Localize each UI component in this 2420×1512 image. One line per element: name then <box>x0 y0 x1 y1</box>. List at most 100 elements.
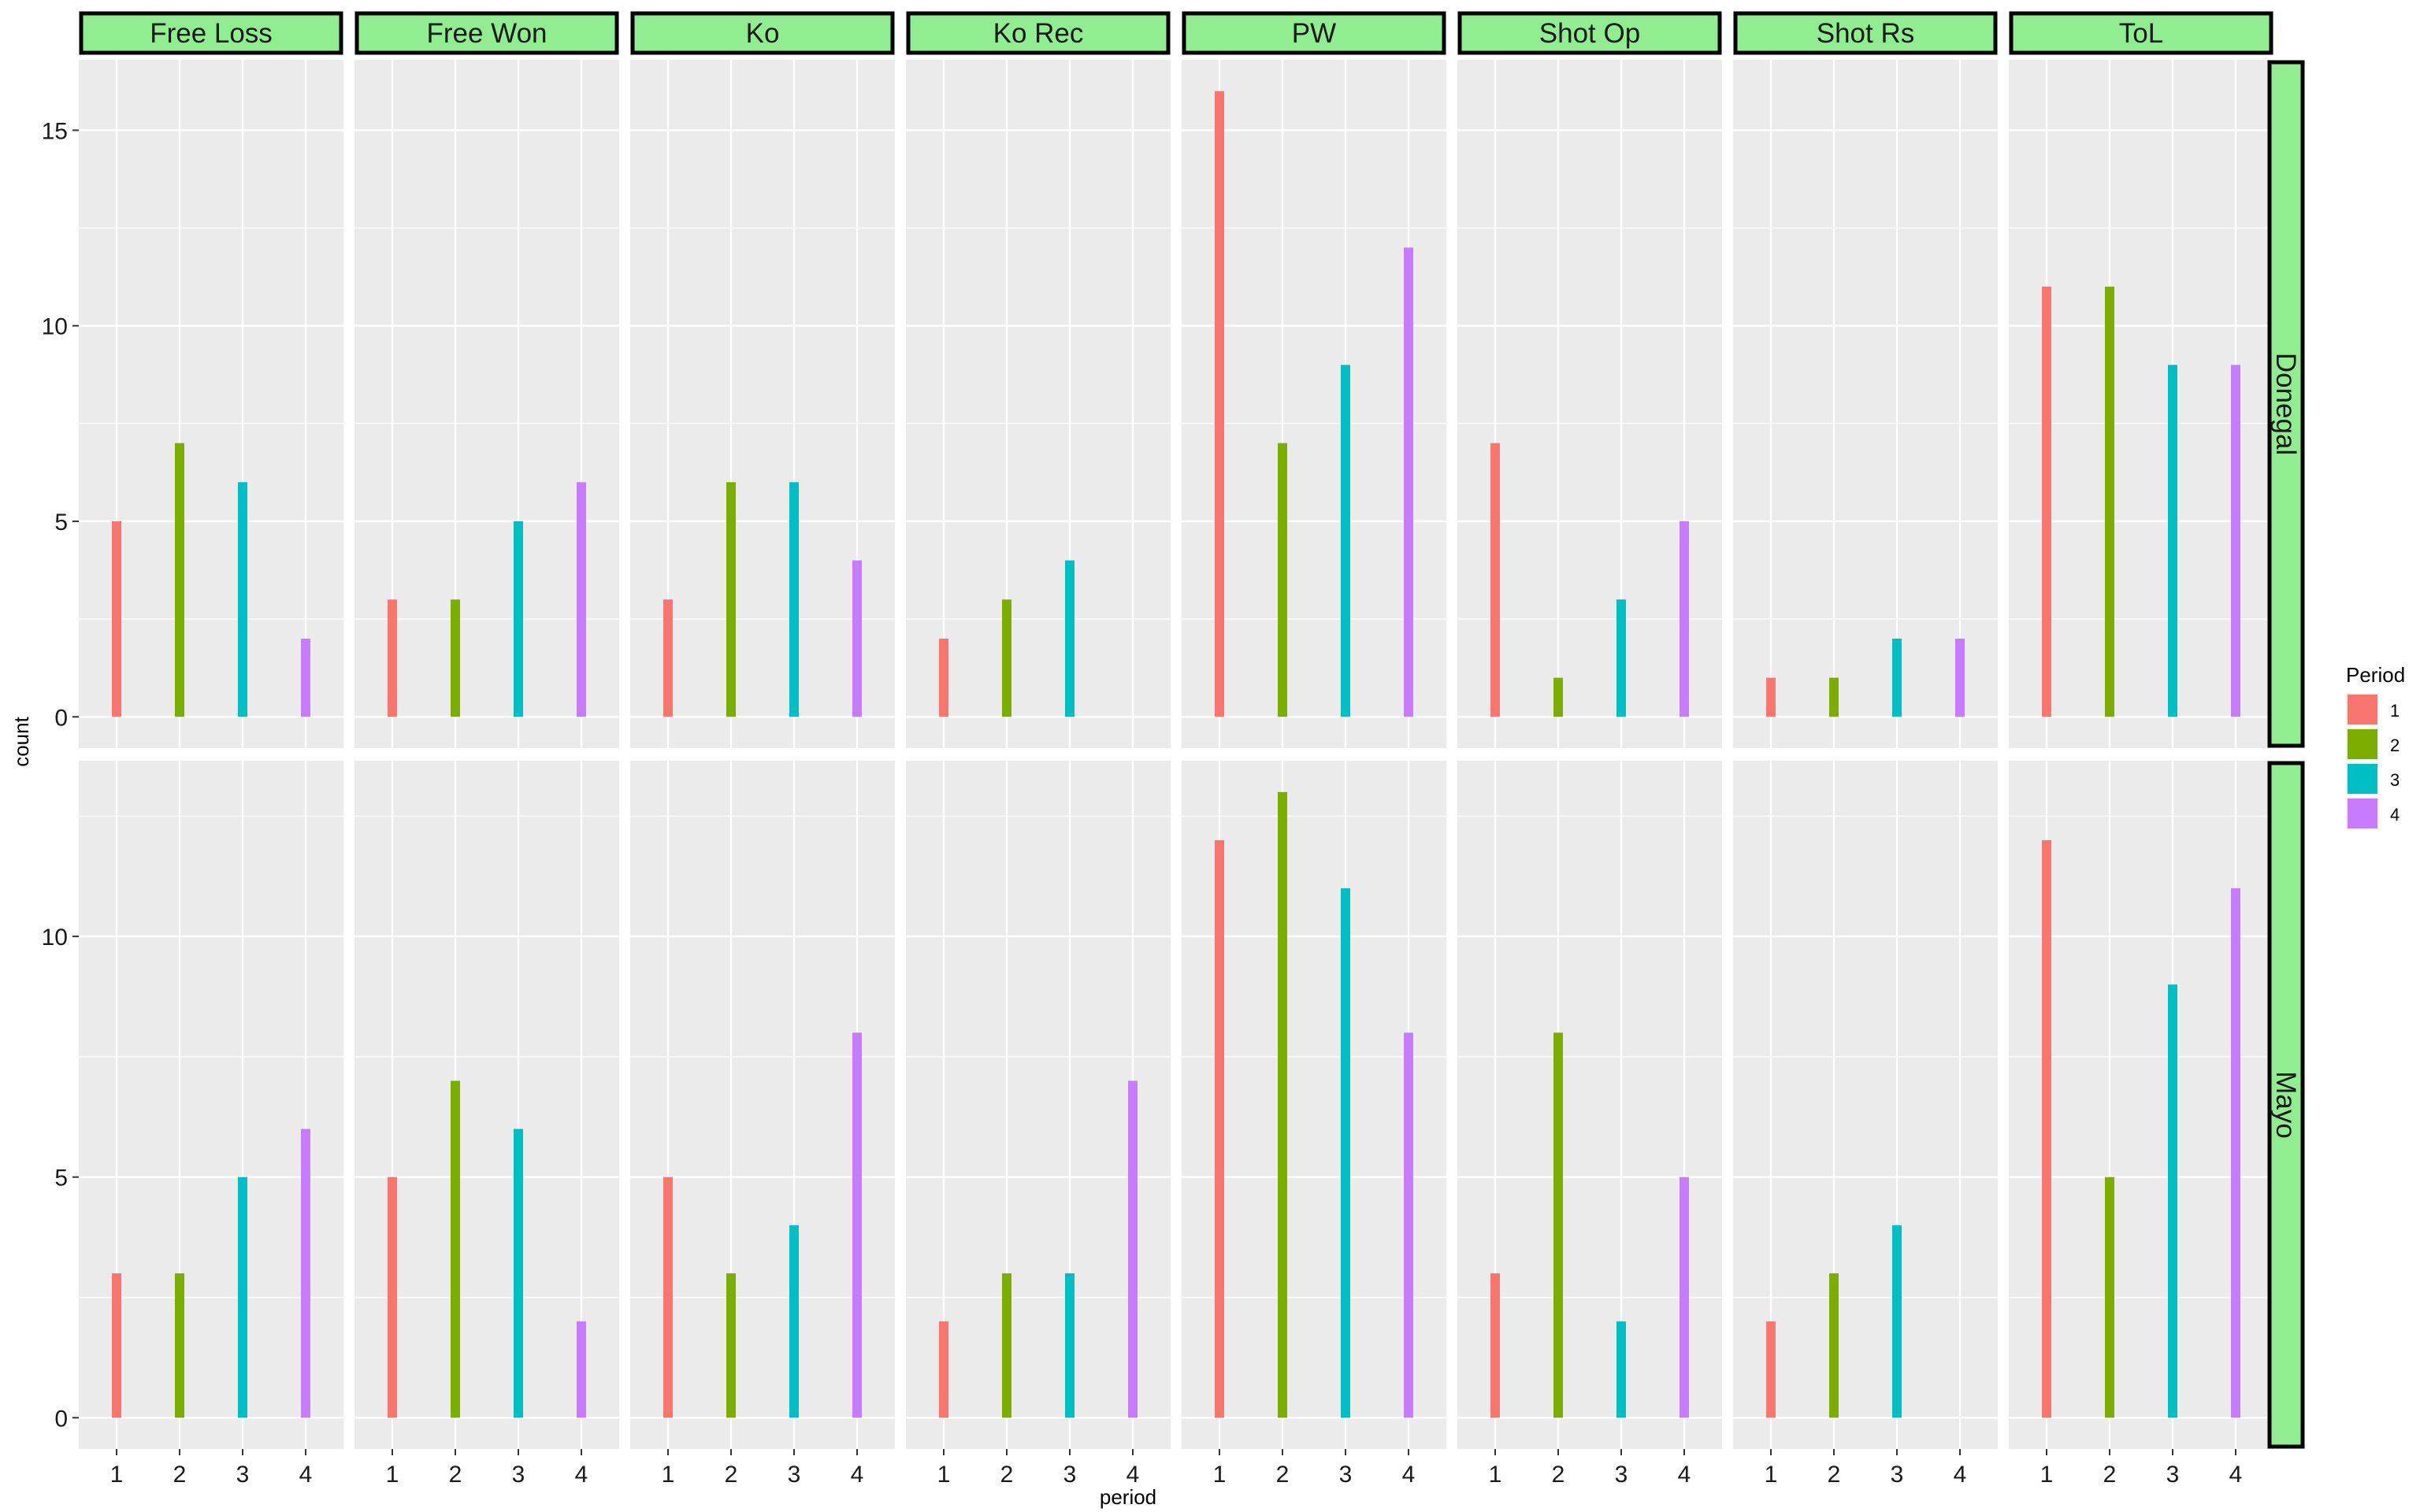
y-axis-donegal: 0 5 10 15 <box>42 118 79 731</box>
bar-mayo-shot-rs-period-3 <box>1892 1225 1902 1418</box>
y-axis-title: count <box>9 716 33 766</box>
y-axis-mayo: 0 5 10 <box>42 925 79 1432</box>
strip-label: Free Won <box>426 18 547 49</box>
strip-label: Shot Op <box>1539 18 1640 49</box>
bar-mayo-free-won-period-1 <box>388 1177 397 1418</box>
strip-label: Ko Rec <box>993 18 1084 49</box>
bar-donegal-ko-period-2 <box>726 482 736 717</box>
x-tick-label: 1 <box>662 1462 675 1488</box>
bar-donegal-ko-rec-period-2 <box>1002 599 1011 717</box>
bar-donegal-free-loss-period-3 <box>238 482 247 717</box>
y-tick-label: 5 <box>54 1166 68 1191</box>
bar-mayo-shot-rs-period-1 <box>1766 1321 1776 1418</box>
x-tick-label: 2 <box>173 1462 187 1488</box>
legend-swatch <box>2348 764 2377 794</box>
bar-mayo-shot-op-period-4 <box>1680 1177 1689 1418</box>
y-tick-label: 15 <box>42 118 68 144</box>
x-tick-label: 4 <box>2229 1462 2243 1488</box>
bar-donegal-free-won-period-1 <box>388 599 397 717</box>
panel-donegal-shot-op <box>1457 60 1722 748</box>
legend-label: 3 <box>2390 770 2400 790</box>
bar-mayo-ko-period-1 <box>663 1177 673 1418</box>
bar-mayo-ko-period-4 <box>852 1032 862 1418</box>
strip-shot-op: Shot Op <box>1457 11 1722 55</box>
bar-donegal-shot-rs-period-4 <box>1955 638 1965 717</box>
strip-pw: PW <box>1182 11 1446 55</box>
legend: Period 1 2 3 4 <box>2346 663 2405 830</box>
bar-donegal-pw-period-1 <box>1215 91 1224 717</box>
legend-entry-4: 4 <box>2346 797 2400 830</box>
x-tick-label: 3 <box>512 1462 525 1488</box>
x-tick-label: 3 <box>2166 1462 2180 1488</box>
legend-swatch <box>2348 729 2377 759</box>
x-tick-label: 4 <box>1126 1462 1140 1488</box>
y-tick-label: 5 <box>54 510 68 536</box>
bar-mayo-shot-op-period-3 <box>1616 1321 1626 1418</box>
bar-donegal-shot-rs-period-2 <box>1829 677 1839 717</box>
column-strips: Free Loss Free Won Ko Ko Rec PW Shot Op Shot R… <box>79 11 2273 55</box>
x-tick-label: 4 <box>1954 1462 1967 1488</box>
x-tick-label: 2 <box>2103 1462 2117 1488</box>
bar-mayo-tol-period-2 <box>2105 1177 2114 1418</box>
strip-donegal: Donegal <box>2267 60 2305 748</box>
x-tick-label: 1 <box>1765 1462 1778 1488</box>
panel-mayo-pw <box>1182 761 1446 1449</box>
x-axis: 1 2 3 4 1 2 3 4 1 2 3 4 1 2 3 4 1 2 3 4 1 2 3 4 1 2 3 4 1 2 3 4 <box>110 1449 2243 1488</box>
x-tick-label: 4 <box>299 1462 313 1488</box>
strip-label: Free Loss <box>150 18 273 49</box>
legend-label: 2 <box>2390 736 2400 755</box>
panel-mayo-ko-rec <box>906 761 1171 1449</box>
strip-mayo: Mayo <box>2267 761 2305 1449</box>
bar-mayo-free-won-period-3 <box>514 1128 523 1418</box>
legend-label: 1 <box>2390 701 2400 721</box>
strip-label: ToL <box>2119 18 2163 49</box>
panel-mayo-free-won <box>354 761 619 1449</box>
bar-mayo-pw-period-2 <box>1278 791 1287 1418</box>
bar-donegal-tol-period-4 <box>2231 365 2240 717</box>
bar-donegal-pw-period-2 <box>1278 443 1287 717</box>
x-tick-label: 1 <box>1489 1462 1502 1488</box>
bar-mayo-shot-op-period-2 <box>1553 1032 1563 1418</box>
bar-mayo-free-loss-period-2 <box>175 1273 184 1418</box>
bar-donegal-free-won-period-3 <box>514 521 523 717</box>
bar-mayo-free-won-period-4 <box>577 1321 586 1418</box>
x-tick-label: 3 <box>236 1462 250 1488</box>
bar-mayo-tol-period-3 <box>2168 984 2177 1418</box>
bar-donegal-ko-period-3 <box>789 482 799 717</box>
bar-donegal-tol-period-1 <box>2042 287 2051 717</box>
bar-donegal-tol-period-3 <box>2168 365 2177 717</box>
panel-donegal-shot-rs <box>1733 60 1998 748</box>
bar-mayo-tol-period-1 <box>2042 839 2051 1418</box>
bar-donegal-ko-period-4 <box>852 560 862 717</box>
x-tick-label: 2 <box>449 1462 462 1488</box>
bar-donegal-free-won-period-2 <box>451 599 460 717</box>
bar-donegal-ko-rec-period-1 <box>939 638 948 717</box>
bar-mayo-free-loss-period-1 <box>112 1273 121 1418</box>
strip-free-won: Free Won <box>354 11 619 55</box>
x-tick-label: 2 <box>1828 1462 1841 1488</box>
bar-donegal-ko-rec-period-3 <box>1065 560 1075 717</box>
panel-mayo-free-loss <box>79 761 343 1449</box>
bar-mayo-ko-period-3 <box>789 1225 799 1418</box>
bar-donegal-ko-period-1 <box>663 599 673 717</box>
legend-swatch <box>2348 799 2377 828</box>
strip-label: Mayo <box>2270 1071 2301 1139</box>
legend-entry-2: 2 <box>2346 728 2400 761</box>
bar-mayo-ko-rec-period-2 <box>1002 1273 1011 1418</box>
legend-label: 4 <box>2390 805 2400 825</box>
bar-mayo-shot-op-period-1 <box>1490 1273 1500 1418</box>
bar-donegal-pw-period-3 <box>1341 365 1350 717</box>
bar-mayo-free-won-period-2 <box>451 1080 460 1418</box>
bar-donegal-free-loss-period-2 <box>175 443 184 717</box>
strip-label: PW <box>1292 18 1336 49</box>
bar-donegal-free-loss-period-4 <box>301 638 310 717</box>
bar-donegal-shot-op-period-2 <box>1553 677 1563 717</box>
x-tick-label: 2 <box>1552 1462 1565 1488</box>
x-tick-label: 3 <box>1891 1462 1904 1488</box>
bar-mayo-free-loss-period-4 <box>301 1128 310 1418</box>
x-tick-label: 4 <box>575 1462 588 1488</box>
x-tick-label: 1 <box>937 1462 951 1488</box>
facet-panels <box>79 60 2273 1449</box>
x-tick-label: 3 <box>788 1462 801 1488</box>
